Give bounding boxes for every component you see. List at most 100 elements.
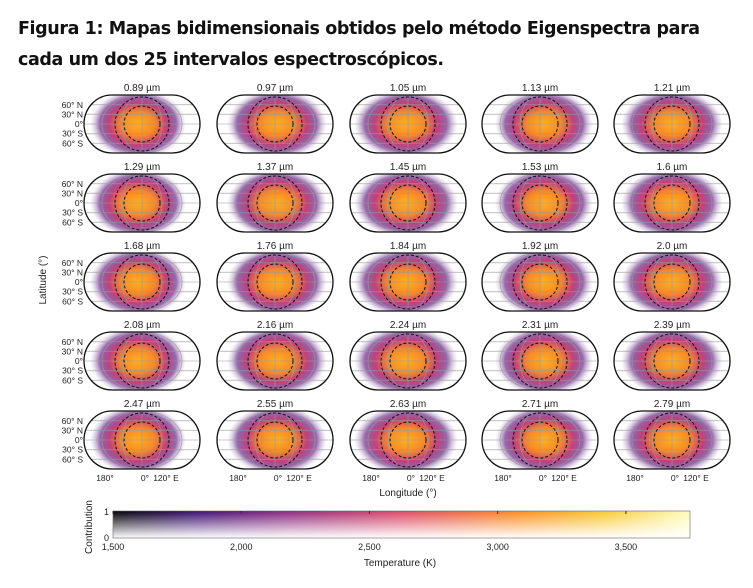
- panel-title: 1.21 µm: [654, 83, 690, 94]
- contribution-tick: 0: [104, 533, 109, 543]
- inner-dashed-circle: [389, 105, 427, 143]
- colorbar-tick-label: 2,500: [358, 542, 381, 552]
- inner-dashed-circle: [521, 263, 559, 301]
- map-outline: [83, 252, 201, 312]
- outer-dashed-circle: [644, 254, 700, 310]
- outer-dashed-circle: [512, 412, 568, 468]
- panel-title: 1.05 µm: [390, 83, 426, 94]
- panel-title: 2.39 µm: [654, 320, 690, 331]
- map-panel: 1.84 µm: [349, 241, 467, 312]
- y-axis-label: Latitude (°): [38, 255, 49, 304]
- latitude-tick: 30° S: [62, 208, 83, 218]
- map-outline: [349, 410, 467, 470]
- outer-dashed-circle: [512, 333, 568, 389]
- longitude-tick: 180°: [626, 473, 644, 483]
- longitude-gridline: [651, 95, 693, 153]
- longitude-gridline: [101, 411, 183, 469]
- inner-dashed-circle: [521, 421, 559, 459]
- latitude-tick: 60° N: [62, 416, 83, 426]
- map-outline: [613, 173, 731, 233]
- latitude-tick: 30° N: [62, 188, 83, 198]
- panel-title: 1.92 µm: [522, 241, 558, 252]
- inner-dashed-circle: [521, 342, 559, 380]
- longitude-gridline: [234, 174, 316, 232]
- map-outline: [481, 94, 599, 154]
- longitude-gridline: [651, 253, 693, 311]
- latitude-tick: 60° S: [62, 375, 83, 385]
- latitude-tick: 0°: [75, 435, 83, 445]
- longitude-gridline: [101, 332, 183, 390]
- panel-title: 1.84 µm: [390, 241, 426, 252]
- longitude-gridline: [367, 95, 449, 153]
- map-panel: 1.21 µm: [613, 83, 731, 154]
- longitude-gridline: [234, 95, 316, 153]
- colorbar-tick-label: 2,000: [230, 542, 253, 552]
- map-panel: 2.63 µm 180° 0° 120° E: [349, 399, 467, 483]
- outer-dashed-circle: [247, 412, 303, 468]
- panel-title: 1.6 µm: [657, 162, 688, 173]
- panel-title: 2.55 µm: [257, 399, 293, 410]
- latitude-tick: 60° S: [62, 296, 83, 306]
- map-outline: [349, 173, 467, 233]
- longitude-gridline: [387, 332, 429, 390]
- outer-dashed-circle: [114, 254, 170, 310]
- map-outline: [216, 173, 334, 233]
- map-panel: 1.05 µm: [349, 83, 467, 154]
- outer-dashed-circle: [512, 254, 568, 310]
- panel-title: 0.97 µm: [257, 83, 293, 94]
- inner-dashed-circle: [389, 263, 427, 301]
- inner-dashed-circle: [521, 184, 559, 222]
- latitude-tick: 60° N: [62, 100, 83, 110]
- map-panel: 2.0 µm: [613, 241, 731, 312]
- inner-dashed-circle: [123, 421, 161, 459]
- longitude-tick: 0°: [407, 473, 415, 483]
- map-outline: [481, 173, 599, 233]
- panel-title: 1.13 µm: [522, 83, 558, 94]
- map-panel: 1.53 µm: [481, 162, 599, 233]
- longitude-gridline: [121, 411, 163, 469]
- colorbar-tick-label: 3,000: [486, 542, 509, 552]
- longitude-gridline: [651, 411, 693, 469]
- longitude-gridline: [387, 253, 429, 311]
- map-outline: [83, 173, 201, 233]
- panel-title: 2.71 µm: [522, 399, 558, 410]
- inner-dashed-circle: [256, 184, 294, 222]
- longitude-gridline: [499, 253, 581, 311]
- longitude-tick: 0°: [539, 473, 547, 483]
- longitude-gridline: [234, 253, 316, 311]
- longitude-gridline: [254, 253, 296, 311]
- longitude-gridline: [519, 253, 561, 311]
- inner-dashed-circle: [256, 105, 294, 143]
- latitude-tick: 30° S: [62, 445, 83, 455]
- map-panel: 1.92 µm: [481, 241, 599, 312]
- map-panel: 1.6 µm: [613, 162, 731, 233]
- longitude-gridline: [631, 95, 713, 153]
- inner-dashed-circle: [521, 105, 559, 143]
- outer-dashed-circle: [114, 333, 170, 389]
- inner-dashed-circle: [256, 421, 294, 459]
- colorbar-tick-label: 1,500: [102, 542, 125, 552]
- longitude-gridline: [387, 411, 429, 469]
- figure-title: Figura 1: Mapas bidimensionais obtidos p…: [18, 19, 700, 70]
- outer-dashed-circle: [644, 333, 700, 389]
- latitude-tick: 30° N: [62, 267, 83, 277]
- inner-dashed-circle: [653, 342, 691, 380]
- longitude-gridline: [519, 332, 561, 390]
- longitude-tick: 0°: [671, 473, 679, 483]
- longitude-gridline: [651, 174, 693, 232]
- longitude-gridline: [234, 411, 316, 469]
- panel-title: 2.79 µm: [654, 399, 690, 410]
- longitude-gridline: [254, 411, 296, 469]
- map-panel: 1.45 µm: [349, 162, 467, 233]
- longitude-gridline: [499, 332, 581, 390]
- map-panel: 2.79 µm 180° 0° 120° E: [613, 399, 731, 483]
- longitude-tick: 120° E: [683, 473, 709, 483]
- longitude-gridline: [367, 174, 449, 232]
- map-panel: 1.37 µm: [216, 162, 334, 233]
- map-outline: [216, 252, 334, 312]
- longitude-gridline: [651, 332, 693, 390]
- longitude-gridline: [387, 174, 429, 232]
- outer-dashed-circle: [247, 96, 303, 152]
- inner-dashed-circle: [389, 421, 427, 459]
- outer-dashed-circle: [644, 412, 700, 468]
